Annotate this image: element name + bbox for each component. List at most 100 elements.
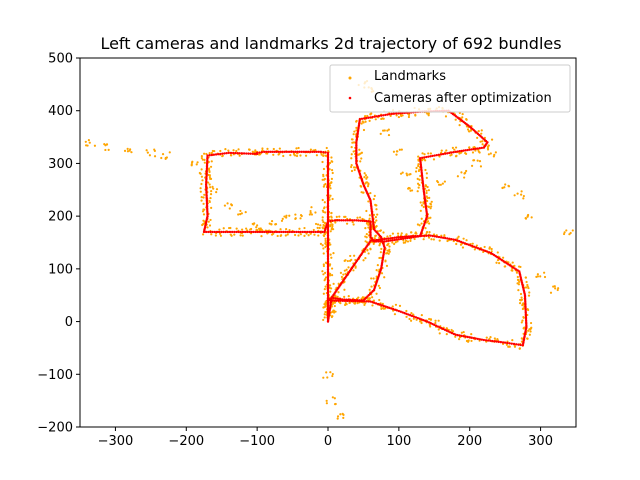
camera-point	[258, 230, 262, 234]
landmark-point	[516, 275, 519, 279]
landmark-point	[270, 233, 274, 236]
landmark-point	[405, 315, 408, 318]
landmark-point	[221, 154, 224, 157]
landmark-point	[364, 256, 367, 260]
landmark-point	[280, 219, 284, 222]
camera-point	[375, 238, 378, 242]
camera-point	[480, 248, 483, 251]
landmark-point	[436, 181, 440, 184]
landmark-point	[336, 415, 340, 418]
landmark-point	[228, 207, 231, 210]
landmark-point	[494, 151, 497, 154]
landmark-point	[479, 165, 483, 168]
camera-point	[506, 341, 509, 345]
camera-point	[420, 318, 423, 321]
landmark-point	[299, 154, 302, 157]
landmark-point	[470, 333, 473, 336]
landmark-point	[326, 376, 329, 379]
landmark-point	[530, 216, 533, 219]
camera-point	[412, 315, 416, 318]
camera-point	[414, 316, 418, 319]
landmark-point	[364, 120, 367, 123]
camera-point	[313, 150, 316, 154]
camera-point	[510, 342, 513, 345]
landmark-point	[418, 178, 421, 181]
landmark-point	[490, 247, 493, 251]
landmark-point	[285, 228, 288, 231]
camera-point	[331, 219, 334, 222]
camera-point	[338, 219, 341, 222]
landmark-point	[320, 153, 323, 156]
camera-point	[399, 235, 403, 239]
landmark-point	[322, 292, 325, 295]
landmark-point	[270, 219, 274, 223]
landmark-point	[503, 265, 506, 268]
landmark-point	[429, 152, 432, 155]
landmark-point	[235, 227, 238, 230]
landmark-point	[524, 286, 528, 289]
landmark-point	[351, 221, 354, 224]
landmark-point	[352, 269, 355, 272]
landmark-point	[354, 166, 357, 169]
landmark-point	[330, 181, 333, 184]
landmark-point	[212, 187, 215, 190]
camera-point	[480, 338, 484, 341]
landmark-point	[128, 149, 131, 152]
landmark-point	[426, 185, 429, 189]
landmark-point	[201, 179, 204, 182]
camera-point	[348, 219, 352, 222]
landmark-point	[487, 144, 490, 147]
camera-point	[403, 235, 407, 238]
landmark-point	[405, 233, 408, 236]
landmark-point	[330, 287, 333, 290]
camera-point	[303, 230, 307, 234]
camera-point	[456, 239, 459, 242]
landmark-point	[423, 153, 426, 156]
landmark-point	[374, 118, 377, 121]
landmark-point	[419, 174, 422, 178]
landmark-point	[209, 186, 212, 189]
landmark-point	[438, 332, 441, 335]
landmark-point	[529, 330, 532, 333]
landmark-point	[344, 272, 347, 275]
landmark-point	[209, 165, 213, 168]
camera-point	[202, 230, 206, 234]
camera-point	[271, 150, 274, 154]
camera-point	[388, 113, 391, 116]
landmark-point	[333, 304, 336, 308]
landmark-point	[400, 148, 403, 151]
landmark-point	[481, 140, 484, 143]
camera-point	[486, 339, 490, 342]
landmark-point	[309, 209, 312, 213]
camera-point	[399, 237, 403, 241]
camera-point	[399, 112, 402, 115]
landmark-point	[552, 285, 555, 288]
landmark-point	[314, 222, 318, 226]
landmark-point	[521, 319, 524, 322]
landmark-point	[321, 226, 324, 229]
landmark-point	[378, 298, 381, 302]
landmark-point	[458, 124, 461, 127]
camera-point	[519, 343, 522, 347]
landmark-point	[336, 417, 339, 420]
landmark-point	[434, 321, 437, 325]
landmark-point	[488, 247, 491, 250]
landmark-point	[355, 120, 358, 123]
landmark-point	[389, 234, 392, 237]
camera-point	[418, 317, 421, 320]
landmark-point	[368, 288, 371, 291]
camera-point	[292, 230, 296, 234]
landmark-point	[398, 304, 402, 307]
landmark-point	[363, 172, 366, 175]
landmark-point	[526, 307, 529, 311]
camera-point	[282, 230, 285, 234]
landmark-point	[465, 239, 468, 242]
landmark-point	[391, 305, 394, 308]
landmark-point	[331, 223, 334, 226]
landmark-point	[367, 183, 370, 186]
camera-point	[471, 244, 474, 248]
landmark-point	[464, 151, 467, 155]
camera-point	[385, 237, 388, 241]
landmark-point	[330, 156, 333, 159]
landmark-point	[438, 239, 441, 242]
